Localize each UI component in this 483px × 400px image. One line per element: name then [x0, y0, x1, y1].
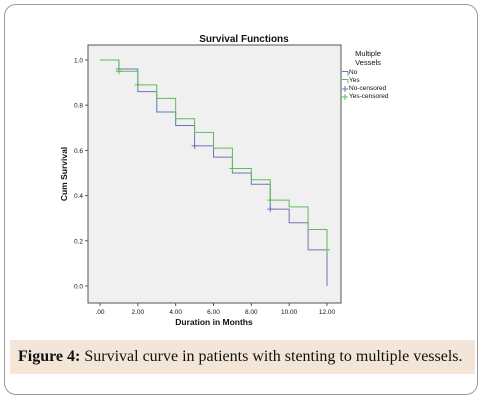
censor-mark-yes [229, 165, 236, 172]
x-tick-label: .00 [95, 309, 104, 316]
survival-chart: Survival Functions 0.0 0.2 0.4 0.6 0.8 1.0 .0… [59, 34, 389, 327]
y-tick-label: 0.6 [74, 148, 83, 155]
series-line-no [100, 59, 328, 286]
x-axis: .00 2.00 4.00 6.00 8.00 10.00 12.00 [95, 303, 336, 316]
x-tick-label: 6.00 [207, 309, 220, 316]
x-tick-label: 12.00 [319, 309, 336, 316]
censor-mark-yes [324, 246, 330, 253]
legend-entry: No [349, 69, 358, 76]
x-tick-label: 8.00 [245, 309, 258, 316]
y-axis: 0.0 0.2 0.4 0.6 0.8 1.0 [74, 58, 88, 291]
x-axis-label: Duration in Months [175, 317, 253, 327]
censor-mark-yes [134, 81, 141, 88]
y-tick-label: 0.4 [74, 193, 83, 200]
legend-swatch [342, 71, 349, 76]
x-tick-label: 4.00 [169, 309, 182, 316]
y-tick-label: 0.2 [74, 238, 83, 245]
legend-swatch [342, 86, 348, 92]
x-tick-label: 2.00 [132, 309, 145, 316]
legend-swatch [342, 79, 349, 84]
legend-title: Multiple [355, 49, 381, 58]
legend-swatch [342, 94, 348, 100]
series-layer [100, 59, 330, 286]
legend-entry: No-censored [349, 85, 387, 92]
legend-title: Vessels [355, 58, 381, 67]
censor-mark-yes [267, 197, 274, 204]
y-tick-label: 0.8 [74, 103, 83, 110]
legend-entry: Yes-censored [349, 93, 389, 100]
censor-mark-no [267, 206, 274, 213]
censor-mark-yes [115, 68, 122, 75]
y-axis-label: Cum Survival [59, 147, 69, 201]
figure-caption: Figure 4: Survival curve in patients wit… [10, 340, 475, 374]
y-tick-label: 0.0 [74, 284, 83, 291]
chart-title: Survival Functions [199, 34, 289, 45]
censor-mark-no [191, 142, 198, 149]
caption-text: Survival curve in patients with stenting… [80, 348, 463, 365]
x-tick-label: 10.00 [281, 309, 298, 316]
legend: Multiple Vessels NoYesNo-censoredYes-cen… [342, 49, 389, 100]
y-tick-label: 1.0 [74, 58, 83, 65]
plot-area [87, 44, 342, 304]
caption-label: Figure 4: [18, 348, 81, 365]
legend-entry: Yes [349, 77, 360, 84]
